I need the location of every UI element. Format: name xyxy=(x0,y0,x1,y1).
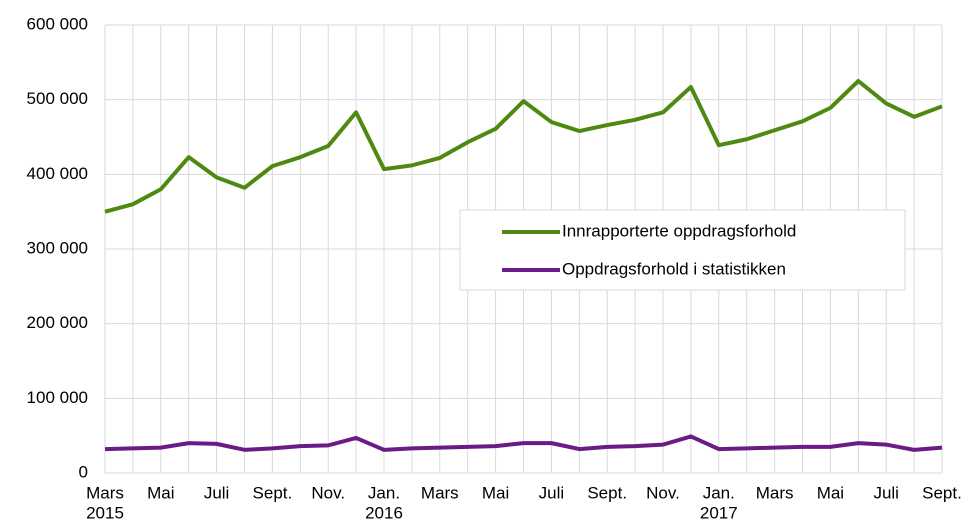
x-tick-label: Juli xyxy=(873,483,899,502)
y-tick-label: 100 000 xyxy=(27,388,88,407)
y-tick-label: 200 000 xyxy=(27,313,88,332)
x-tick-label: Mars xyxy=(756,483,794,502)
x-tick-label: Sept. xyxy=(922,483,962,502)
legend-label: Innrapporterte oppdragsforhold xyxy=(562,221,796,240)
x-tick-label: Mai xyxy=(482,483,509,502)
legend-box xyxy=(459,209,906,291)
line-series xyxy=(104,79,943,214)
y-tick-label: 600 000 xyxy=(27,14,88,33)
x-tick-label: Nov. xyxy=(646,483,680,502)
y-tick-label: 300 000 xyxy=(27,238,88,257)
x-tick-label: Juli xyxy=(204,483,230,502)
x-tick-label: Jan. xyxy=(703,483,735,502)
legend-label: Oppdragsforhold i statistikken xyxy=(562,259,786,278)
x-tick-label: Jan. xyxy=(368,483,400,502)
x-tick-label: Mai xyxy=(817,483,844,502)
x-tick-label: Nov. xyxy=(311,483,345,502)
x-year-label: 2016 xyxy=(365,503,403,522)
x-tick-label: Sept. xyxy=(253,483,293,502)
legend: Innrapporterte oppdragsforhold Oppdragsfo… xyxy=(459,209,906,291)
y-tick-label: 400 000 xyxy=(27,164,88,183)
line-series xyxy=(104,434,943,452)
x-tick-label: Mars xyxy=(421,483,459,502)
x-tick-label: Mai xyxy=(147,483,174,502)
x-tick-label: Sept. xyxy=(587,483,627,502)
y-tick-label: 500 000 xyxy=(27,89,88,108)
x-year-label: 2017 xyxy=(700,503,738,522)
x-tick-label: Juli xyxy=(539,483,565,502)
y-tick-label: 0 xyxy=(79,462,88,481)
x-year-label: 2015 xyxy=(86,503,124,522)
x-tick-label: Mars xyxy=(86,483,124,502)
